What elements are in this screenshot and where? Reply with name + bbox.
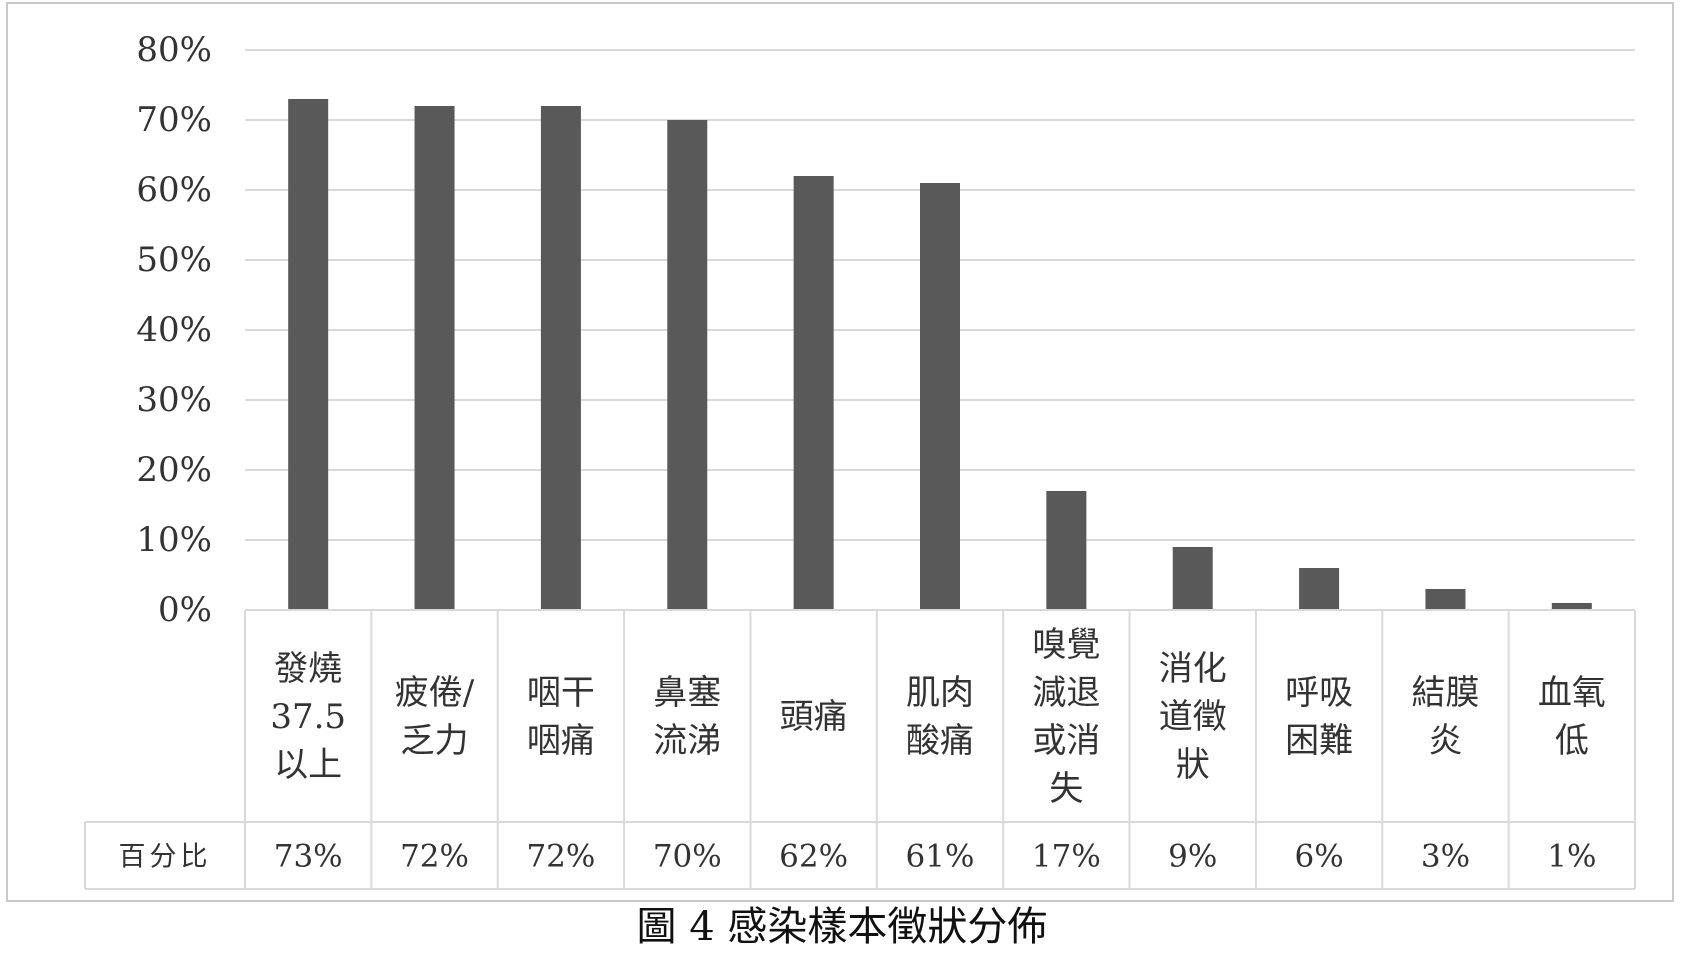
category-label: 呼吸困難 [1285,673,1353,761]
category-label: 頭痛 [780,697,848,737]
bar [1551,603,1592,610]
bar [288,99,329,610]
category-label: 咽干咽痛 [527,673,595,761]
data-label: 70% [653,839,722,875]
data-label: 1% [1547,839,1596,875]
data-label: 17% [1032,839,1101,875]
data-label: 72% [526,839,595,875]
category-label: 發燒 37.5 以上 [270,649,346,785]
y-tick-label: 10% [136,520,212,560]
bar [1425,589,1466,610]
chart-frame: 0% 10% 20% 30% 40% 50% 60% 70% 80% 發燒 37.5 以上 疲倦/乏力咽… [6,2,1674,902]
y-tick-label: 60% [136,170,212,210]
y-tick-label: 30% [136,380,212,420]
bar [793,176,834,610]
bar [920,183,960,610]
category-label: 結膜炎 [1411,673,1479,761]
data-label: 73% [274,839,343,875]
data-label: 6% [1294,839,1343,875]
category-label: 鼻塞流涕 [653,673,721,761]
data-label: 72% [400,839,469,875]
table-row-label: 百分比 [119,842,212,873]
category-label: 疲倦/乏力 [395,673,475,761]
figure-caption: 圖 4 感染樣本徵狀分佈 [636,904,1048,950]
bar [540,106,581,610]
bar [414,106,455,610]
category-label: 血氧低 [1538,673,1606,761]
data-label: 9% [1168,839,1217,875]
bar [1299,568,1340,610]
y-tick-label: 80% [136,30,212,70]
y-tick-label: 0% [158,590,212,630]
y-tick-label: 40% [136,310,212,350]
category-label: 肌肉酸痛 [906,673,974,761]
bar-chart: 0% 10% 20% 30% 40% 50% 60% 70% 80% 發燒 37.5 以上疲倦/乏力咽… [84,30,1636,890]
data-label: 3% [1421,839,1470,875]
y-tick-label: 20% [136,450,212,490]
data-label: 62% [779,839,848,875]
data-label: 61% [906,839,975,875]
bar [667,120,708,610]
category-label: 嗅覺減退或消失 [1032,625,1100,809]
y-tick-label: 70% [136,100,212,140]
y-tick-label: 50% [136,240,212,280]
category-label: 消化道徵狀 [1159,649,1227,785]
bar [1046,491,1087,610]
bar [1172,547,1213,610]
